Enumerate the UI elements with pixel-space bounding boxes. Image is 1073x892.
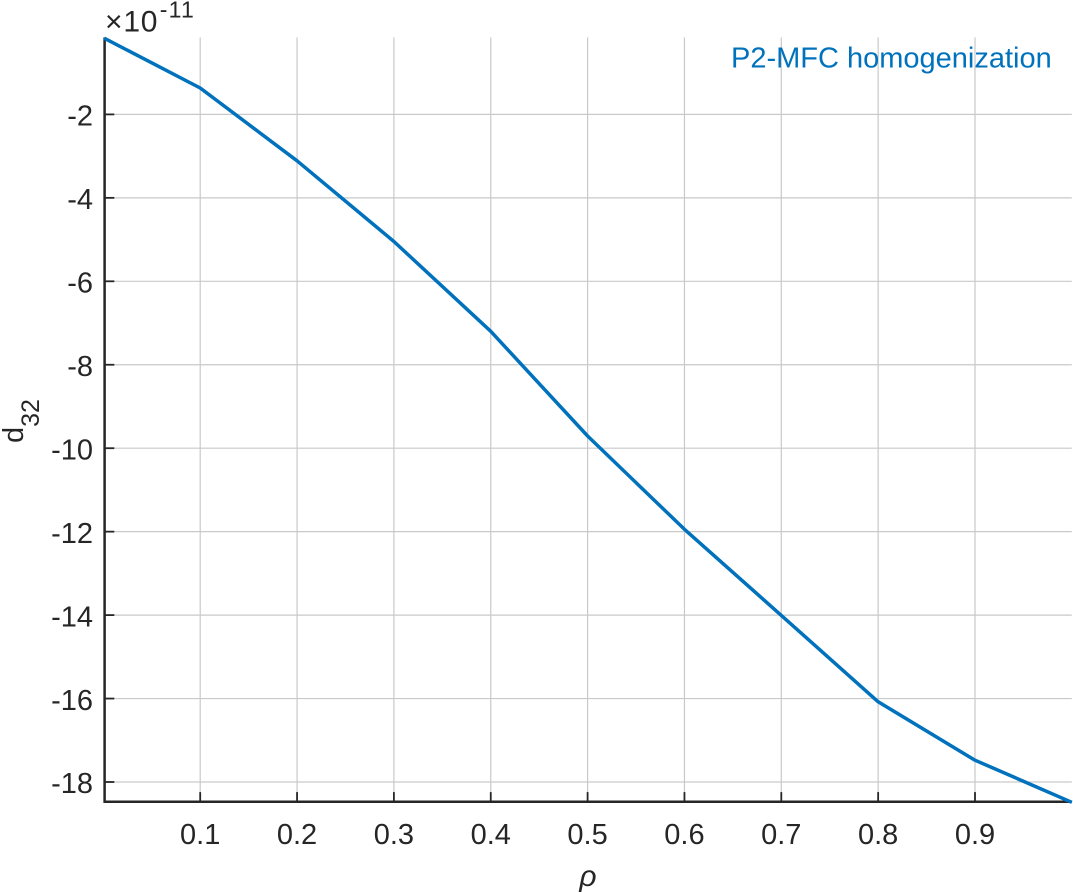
svg-text:d32: d32 — [0, 399, 45, 443]
svg-text:-12: -12 — [51, 518, 93, 550]
svg-text:0.4: 0.4 — [471, 819, 511, 851]
svg-text:P2-MFC homogenization: P2-MFC homogenization — [731, 43, 1052, 75]
svg-text:-14: -14 — [51, 601, 93, 633]
svg-text:-4: -4 — [67, 184, 93, 216]
svg-text:0.9: 0.9 — [955, 819, 995, 851]
svg-text:0.2: 0.2 — [277, 819, 317, 851]
svg-text:0.3: 0.3 — [374, 819, 414, 851]
svg-text:-2: -2 — [67, 101, 93, 133]
svg-text:-18: -18 — [51, 768, 93, 800]
svg-text:ρ: ρ — [578, 860, 596, 892]
svg-text:0.8: 0.8 — [858, 819, 898, 851]
svg-text:0.6: 0.6 — [664, 819, 704, 851]
svg-text:0.1: 0.1 — [180, 819, 220, 851]
svg-text:-10: -10 — [51, 434, 93, 466]
svg-text:×10-11: ×10-11 — [105, 0, 195, 39]
svg-text:0.5: 0.5 — [567, 819, 607, 851]
svg-text:-8: -8 — [67, 351, 93, 383]
svg-text:0.7: 0.7 — [761, 819, 801, 851]
svg-text:-16: -16 — [51, 685, 93, 717]
svg-text:-6: -6 — [67, 268, 93, 300]
